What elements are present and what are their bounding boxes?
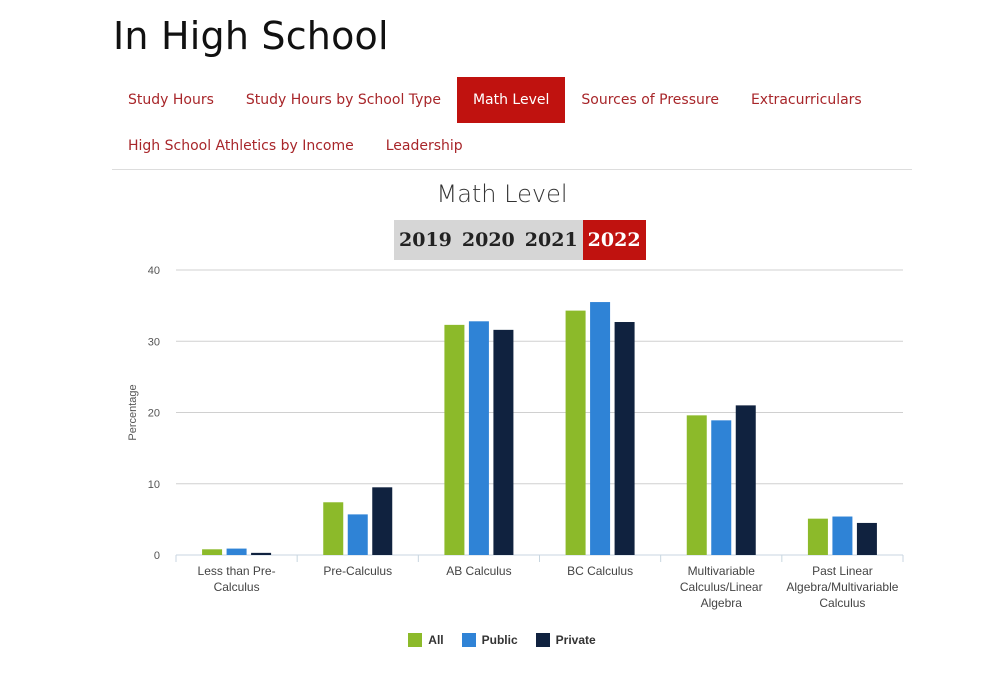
bar-public (711, 420, 732, 555)
year-selector: 2019 2020 2021 2022 (394, 220, 646, 260)
x-category-label-line: Calculus/Linear (680, 580, 763, 594)
page-title: In High School (113, 14, 389, 58)
x-category-label: Pre-Calculus (323, 564, 392, 578)
x-category-label-line: Algebra (701, 596, 743, 610)
x-category-label-line: Less than Pre- (198, 564, 276, 578)
bar-public (468, 321, 489, 555)
y-tick-label: 40 (148, 265, 160, 277)
bar-all (565, 310, 586, 555)
legend-label-private: Private (555, 633, 596, 647)
tab-study-hours[interactable]: Study Hours (128, 92, 214, 108)
x-category-label-line: Past Linear (812, 564, 873, 578)
legend-swatch-all (408, 633, 423, 647)
legend-label-all: All (428, 633, 444, 647)
legend-swatch-public (461, 633, 476, 647)
tabs-divider (112, 169, 912, 170)
tab-leadership[interactable]: Leadership (385, 138, 463, 154)
legend-item-public[interactable]: Public (461, 633, 518, 647)
x-category-label: Multivariable Calculus/Linear Algebra (680, 564, 763, 610)
x-category-label-line: BC Calculus (567, 564, 633, 578)
x-category-label: Less than Pre- Calculus (198, 564, 276, 594)
tab-sources-of-pressure[interactable]: Sources of Pressure (581, 92, 719, 108)
y-axis-label: Percentage (127, 384, 139, 440)
bar-private (493, 329, 514, 555)
year-button-2020[interactable]: 2020 (456, 220, 520, 260)
bar-all (686, 415, 707, 555)
bar-private (251, 552, 272, 555)
bar-public (590, 302, 611, 555)
tab-bar: Study Hours Study Hours by School Type M… (112, 77, 912, 169)
bar-private (614, 322, 635, 555)
bar-public (347, 514, 368, 555)
legend-swatch-private (535, 633, 550, 647)
year-button-2019[interactable]: 2019 (394, 220, 457, 260)
x-category-label: Past Linear Algebra/Multivariable Calculus (786, 564, 898, 610)
legend-label-public: Public (481, 633, 518, 647)
y-tick-label: 10 (148, 479, 160, 491)
x-category-label-line: Calculus (819, 596, 865, 610)
math-level-chart: 0 10 20 30 40 Percentage Less than Pre- Calculu… (127, 265, 904, 610)
year-button-2022[interactable]: 2022 (582, 220, 646, 260)
tab-high-school-athletics-by-income[interactable]: High School Athletics by Income (128, 138, 354, 154)
tab-row-1: Study Hours Study Hours by School Type M… (112, 77, 912, 123)
y-tick-label: 0 (154, 550, 160, 562)
legend-item-all[interactable]: All (408, 633, 444, 647)
bar-public (226, 548, 247, 555)
bar-private (735, 405, 756, 555)
x-category-label-line: AB Calculus (446, 564, 511, 578)
chart-title: Math Level (436, 180, 568, 208)
bar-all (323, 502, 344, 555)
bar-private (856, 522, 877, 555)
x-category-label: AB Calculus (446, 564, 511, 578)
legend-item-private[interactable]: Private (535, 633, 596, 647)
tab-math-level[interactable]: Math Level (456, 77, 566, 123)
bar-all (444, 324, 465, 555)
tab-row-2: High School Athletics by Income Leadersh… (112, 123, 912, 169)
tab-extracurriculars[interactable]: Extracurriculars (750, 92, 862, 108)
y-tick-label: 20 (148, 408, 160, 420)
y-tick-label: 30 (148, 336, 160, 348)
x-category-label-line: Pre-Calculus (323, 564, 392, 578)
x-category-label: BC Calculus (567, 564, 633, 578)
bar-private (372, 487, 393, 555)
bar-all (202, 549, 223, 555)
x-category-label-line: Multivariable (688, 564, 756, 578)
chart-legend: All Public Private (0, 633, 1004, 647)
year-button-2021[interactable]: 2021 (519, 220, 583, 260)
bar-all (807, 518, 828, 555)
x-category-label-line: Calculus (214, 580, 260, 594)
tab-study-hours-by-school-type[interactable]: Study Hours by School Type (245, 92, 441, 108)
bar-public (832, 516, 853, 555)
x-category-label-line: Algebra/Multivariable (786, 580, 898, 594)
